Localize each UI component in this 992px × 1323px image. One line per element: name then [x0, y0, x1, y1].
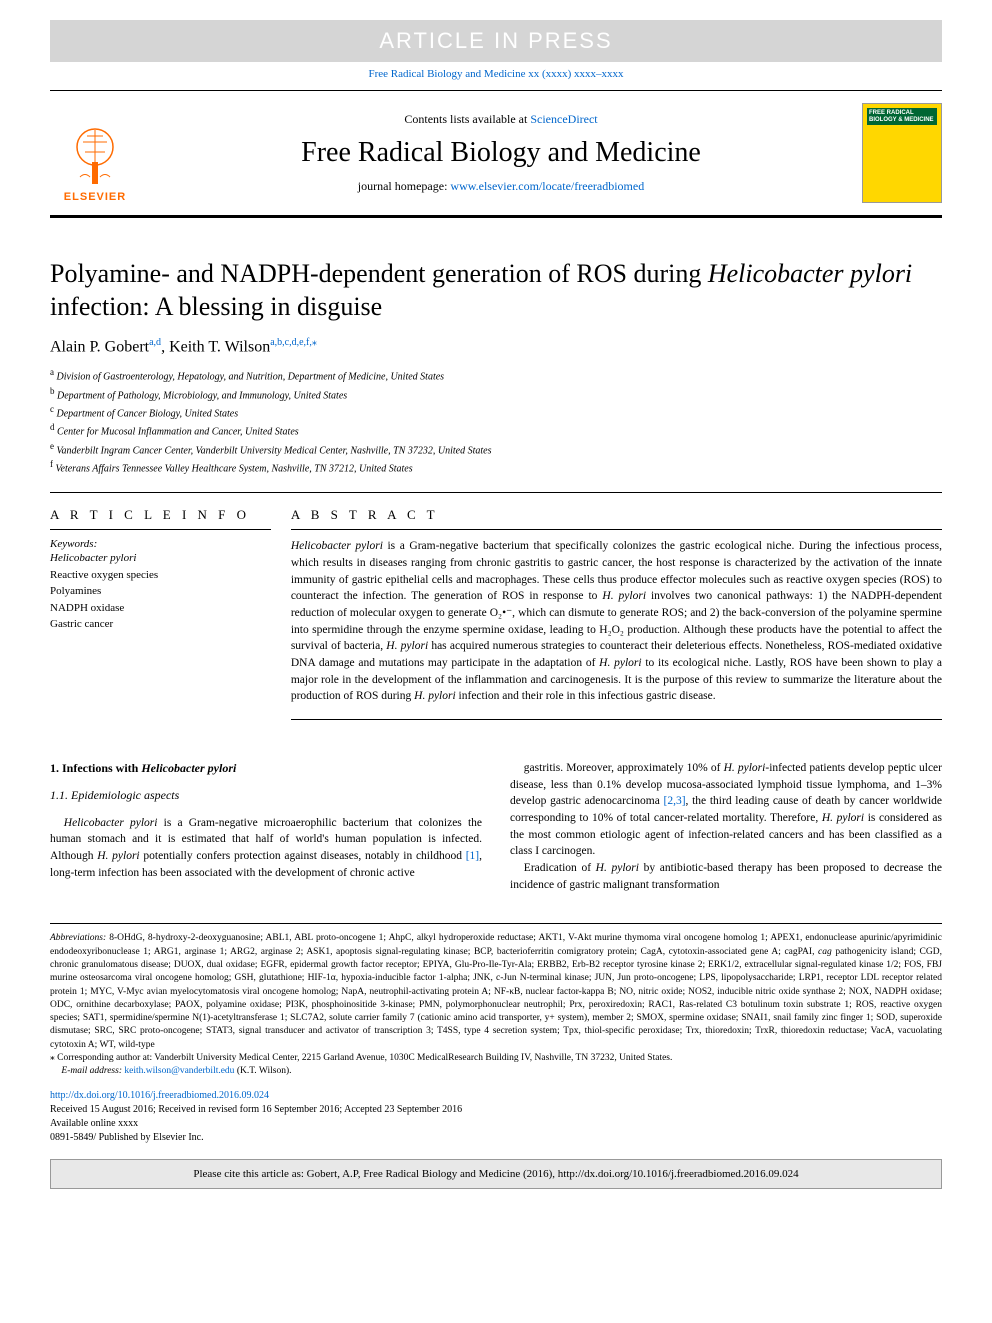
journal-header: ELSEVIER Contents lists available at Sci…	[50, 90, 942, 218]
email-label: E-mail address:	[61, 1066, 124, 1076]
journal-homepage-link[interactable]: www.elsevier.com/locate/freeradbiomed	[450, 179, 644, 193]
doi-link[interactable]: http://dx.doi.org/10.1016/j.freeradbiome…	[50, 1090, 269, 1101]
body-paragraph: Helicobacter pylori is a Gram-negative m…	[50, 815, 482, 882]
corr-text: Corresponding author at: Vanderbilt Univ…	[55, 1053, 673, 1063]
available-online: Available online xxxx	[50, 1117, 942, 1131]
abbreviations-footnote: Abbreviations: 8-OHdG, 8-hydroxy-2-deoxy…	[50, 932, 942, 1052]
journal-reference-line: Free Radical Biology and Medicine xx (xx…	[50, 68, 942, 80]
article-info-column: A R T I C L E I N F O Keywords: Helicoba…	[50, 493, 291, 720]
body-paragraph: gastritis. Moreover, approximately 10% o…	[510, 760, 942, 860]
keyword-item: Gastric cancer	[50, 616, 271, 633]
affiliation-f: f Veterans Affairs Tennessee Valley Heal…	[50, 458, 942, 476]
copyright-line: 0891-5849/ Published by Elsevier Inc.	[50, 1131, 942, 1145]
affiliation-b: b Department of Pathology, Microbiology,…	[50, 385, 942, 403]
keywords-label: Keywords:	[50, 538, 271, 550]
contents-prefix: Contents lists available at	[404, 112, 530, 126]
abstract-text: Helicobacter pylori is a Gram-negative b…	[291, 538, 942, 720]
main-content-columns: 1. Infections with Helicobacter pylori 1…	[50, 760, 942, 893]
abstract-column: A B S T R A C T Helicobacter pylori is a…	[291, 493, 942, 720]
doi-block: http://dx.doi.org/10.1016/j.freeradbiome…	[50, 1089, 942, 1145]
keyword-item: Helicobacter pylori	[50, 550, 271, 567]
keyword-item: Polyamines	[50, 583, 271, 600]
contents-available-line: Contents lists available at ScienceDirec…	[140, 112, 862, 127]
affiliation-c: c Department of Cancer Biology, United S…	[50, 403, 942, 421]
sciencedirect-link[interactable]: ScienceDirect	[530, 112, 597, 126]
affiliation-e: e Vanderbilt Ingram Cancer Center, Vande…	[50, 440, 942, 458]
homepage-prefix: journal homepage:	[358, 179, 451, 193]
article-in-press-banner: ARTICLE IN PRESS	[50, 20, 942, 62]
section-1-1-heading: 1.1. Epidemiologic aspects	[50, 787, 482, 804]
info-divider	[50, 529, 271, 530]
journal-cover-thumbnail: FREE RADICAL BIOLOGY & MEDICINE	[862, 103, 942, 203]
article-info-heading: A R T I C L E I N F O	[50, 507, 271, 523]
elsevier-logo: ELSEVIER	[50, 103, 140, 203]
authors-line: Alain P. Goberta,d, Keith T. Wilsona,b,c…	[50, 337, 942, 356]
affiliation-d: d Center for Mucosal Inflammation and Ca…	[50, 421, 942, 439]
journal-homepage-line: journal homepage: www.elsevier.com/locat…	[140, 179, 862, 194]
corresponding-author-footnote: ⁎ Corresponding author at: Vanderbilt Un…	[50, 1052, 942, 1065]
section-1-heading: 1. Infections with Helicobacter pylori	[50, 760, 482, 777]
email-footnote: E-mail address: keith.wilson@vanderbilt.…	[50, 1065, 942, 1078]
received-dates: Received 15 August 2016; Received in rev…	[50, 1103, 942, 1117]
affiliation-a: a Division of Gastroenterology, Hepatolo…	[50, 366, 942, 384]
corresponding-email-link[interactable]: keith.wilson@vanderbilt.edu	[124, 1066, 234, 1076]
keyword-item: Reactive oxygen species	[50, 567, 271, 584]
article-title: Polyamine- and NADPH-dependent generatio…	[50, 258, 942, 323]
footnotes-block: Abbreviations: 8-OHdG, 8-hydroxy-2-deoxy…	[50, 923, 942, 1078]
elsevier-tree-icon	[65, 122, 125, 187]
header-center: Contents lists available at ScienceDirec…	[140, 112, 862, 194]
affiliations-block: a Division of Gastroenterology, Hepatolo…	[50, 366, 942, 476]
elsevier-logo-text: ELSEVIER	[64, 191, 126, 203]
keywords-list: Helicobacter pylori Reactive oxygen spec…	[50, 550, 271, 633]
email-suffix: (K.T. Wilson).	[234, 1066, 291, 1076]
abstract-divider	[291, 529, 942, 530]
abbrev-label: Abbreviations:	[50, 933, 106, 943]
journal-name-heading: Free Radical Biology and Medicine	[140, 137, 862, 169]
abbrev-text: 8-OHdG, 8-hydroxy-2-deoxyguanosine; ABL1…	[50, 933, 942, 1049]
cover-title-badge: FREE RADICAL BIOLOGY & MEDICINE	[867, 108, 937, 125]
keyword-item: NADPH oxidase	[50, 600, 271, 617]
abstract-heading: A B S T R A C T	[291, 507, 942, 523]
citation-box: Please cite this article as: Gobert, A.P…	[50, 1159, 942, 1189]
body-paragraph: Eradication of H. pylori by antibiotic-b…	[510, 860, 942, 893]
info-abstract-row: A R T I C L E I N F O Keywords: Helicoba…	[50, 492, 942, 720]
